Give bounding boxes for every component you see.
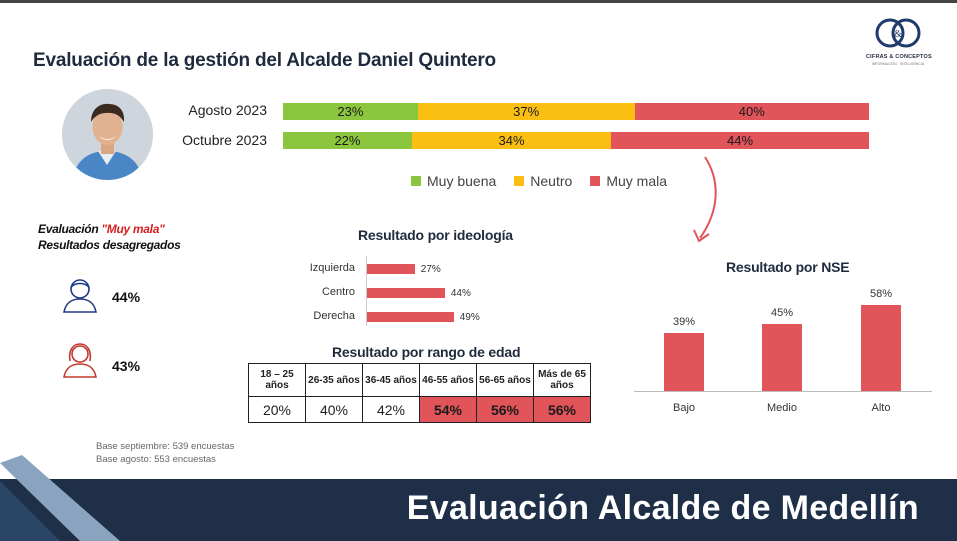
- mayor-photo: [62, 89, 153, 180]
- footer-banner: [0, 479, 957, 541]
- ideology-value-derecha: 49%: [459, 312, 480, 323]
- age-table-header-row: 18 – 25 años 26-35 años 36-45 años 46-55…: [248, 363, 591, 397]
- age-value-46-55: 54%: [419, 396, 477, 423]
- bar-segment-muy-buena-agosto: 23%: [283, 103, 418, 120]
- bar-segment-muy-buena-octubre: 22%: [283, 132, 412, 149]
- bar-label-octubre: Octubre 2023: [182, 132, 267, 148]
- stacked-bar-agosto: 23% 37% 40%: [283, 103, 869, 120]
- logo-monogram-icon: &: [875, 18, 921, 48]
- ideology-axis: [366, 256, 367, 326]
- ideology-label-izquierda: Izquierda: [309, 262, 355, 274]
- ideology-value-centro: 44%: [450, 288, 471, 299]
- ideology-label-centro: Centro: [321, 286, 355, 298]
- nse-value-medio: 45%: [770, 306, 794, 319]
- footer-stripe-decoration: [0, 455, 120, 541]
- base-note-septiembre: Base septiembre: 539 encuestas: [96, 441, 235, 452]
- male-person-icon: [63, 279, 97, 313]
- legend-item-neutro: Neutro: [514, 173, 572, 189]
- age-header-56-65: 56-65 años: [476, 363, 534, 397]
- nse-chart-title: Resultado por NSE: [726, 259, 850, 275]
- evaluation-title-prefix: Evaluación: [38, 222, 102, 236]
- nse-value-bajo: 39%: [672, 315, 696, 328]
- nse-bar-bajo: [664, 332, 704, 391]
- age-header-18-25: 18 – 25 años: [248, 363, 306, 397]
- age-value-56-65: 56%: [476, 396, 534, 423]
- top-border: [0, 0, 957, 3]
- ideology-chart-title: Resultado por ideología: [358, 227, 513, 243]
- nse-value-alto: 58%: [869, 287, 893, 300]
- evaluation-title: Evaluación "Muy mala" Resultados desagre…: [38, 221, 181, 253]
- bar-segment-muy-mala-octubre: 44%: [611, 132, 869, 149]
- nse-bar-medio: [762, 323, 802, 391]
- legend-label-muy-buena: Muy buena: [427, 173, 497, 189]
- legend-label-neutro: Neutro: [530, 173, 573, 189]
- age-value-18-25: 20%: [248, 396, 306, 423]
- male-percentage: 44%: [112, 289, 141, 305]
- bar-segment-neutro-octubre: 34%: [411, 132, 612, 149]
- legend-label-muy-mala: Muy mala: [606, 173, 667, 189]
- chart-legend: Muy buena Neutro Muy mala: [411, 173, 667, 189]
- legend-swatch-neutro: [514, 176, 525, 186]
- age-header-26-35: 26-35 años: [305, 363, 363, 397]
- logo-tagline: INFORMACIÓN · INTELIGENCIA: [871, 62, 925, 66]
- legend-item-muy-mala: Muy mala: [590, 173, 667, 189]
- evaluation-title-highlight: "Muy mala": [101, 222, 165, 236]
- page-title: Evaluación de la gestión del Alcalde Dan…: [33, 50, 496, 71]
- nse-category-medio: Medio: [767, 402, 797, 414]
- evaluation-subtitle: Resultados desagregados: [38, 238, 181, 252]
- age-value-36-45: 42%: [362, 396, 420, 423]
- age-table: 18 – 25 años 26-35 años 36-45 años 46-55…: [248, 363, 591, 423]
- legend-item-muy-buena: Muy buena: [411, 173, 496, 189]
- curved-arrow-icon: [693, 156, 717, 243]
- ideology-value-izquierda: 27%: [420, 264, 441, 275]
- female-percentage: 43%: [112, 358, 141, 374]
- logo-monogram: &: [866, 16, 930, 58]
- bar-label-agosto: Agosto 2023: [188, 102, 267, 118]
- nse-axis: [634, 391, 932, 392]
- age-table-value-row: 20% 40% 42% 54% 56% 56%: [248, 396, 591, 423]
- nse-category-bajo: Bajo: [672, 402, 696, 414]
- age-value-26-35: 40%: [305, 396, 363, 423]
- female-person-icon: [63, 343, 97, 378]
- nse-category-alto: Alto: [871, 402, 891, 414]
- age-header-46-55: 46-55 años: [419, 363, 477, 397]
- legend-swatch-muy-buena: [411, 176, 421, 186]
- cifras-conceptos-logo: & CIFRAS & CONCEPTOS INFORMACIÓN · INTEL…: [866, 16, 932, 70]
- ideology-label-derecha: Derecha: [313, 310, 355, 322]
- bar-segment-muy-mala-agosto: 40%: [634, 103, 869, 120]
- age-value-65-plus: 56%: [533, 396, 591, 423]
- footer-title: Evaluación Alcalde de Medellín: [406, 489, 919, 527]
- ideology-bar-izquierda: [367, 264, 415, 274]
- nse-bar-alto: [861, 304, 901, 391]
- ideology-bar-derecha: [367, 312, 454, 322]
- ideology-bar-centro: [367, 288, 445, 298]
- bar-segment-neutro-agosto: 37%: [417, 103, 635, 120]
- age-header-36-45: 36-45 años: [362, 363, 420, 397]
- age-table-title: Resultado por rango de edad: [332, 344, 521, 360]
- age-header-65-plus: Más de 65 años: [533, 363, 591, 397]
- stacked-bar-octubre: 22% 34% 44%: [283, 132, 869, 149]
- legend-swatch-muy-mala: [590, 176, 601, 186]
- svg-text:&: &: [894, 29, 902, 40]
- base-note-agosto: Base agosto: 553 encuestas: [96, 454, 216, 465]
- logo-name: CIFRAS & CONCEPTOS: [866, 54, 932, 60]
